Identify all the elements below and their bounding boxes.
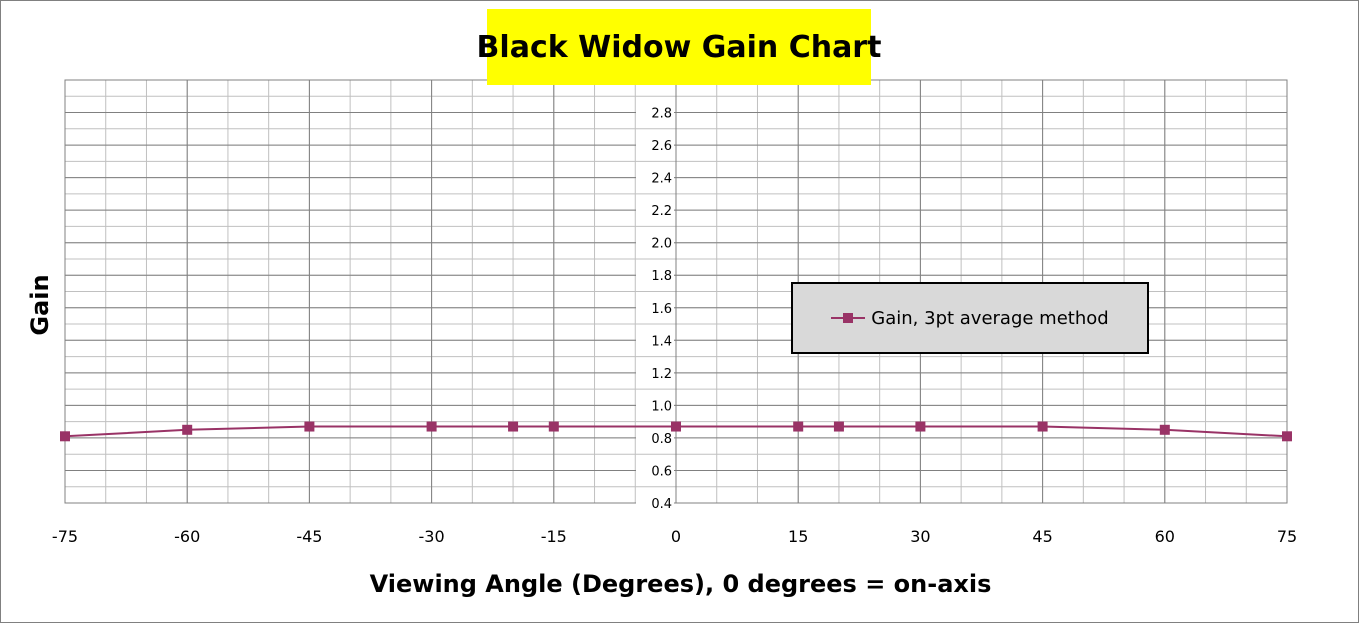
x-axis-label: Viewing Angle (Degrees), 0 degrees = on-… <box>369 570 992 598</box>
y-tick-label: 2.8 <box>651 107 672 122</box>
data-point <box>548 421 559 432</box>
x-tick-label: -60 <box>174 527 200 546</box>
y-tick-label-bg <box>636 495 674 511</box>
y-tick-label-bg <box>636 462 674 479</box>
y-tick-label: 2.6 <box>651 139 672 154</box>
y-tick-label-bg <box>636 429 674 446</box>
x-tick-label: -15 <box>541 527 567 546</box>
data-point <box>1282 431 1292 442</box>
data-point <box>508 421 519 432</box>
y-axis-label: Gain <box>26 274 54 336</box>
y-tick-label: 1.0 <box>651 399 672 414</box>
data-point <box>1037 421 1048 432</box>
data-point <box>426 421 437 432</box>
y-tick-label-bg <box>636 267 674 284</box>
y-tick-label-bg <box>636 202 674 219</box>
x-tick-label: 30 <box>910 527 930 546</box>
x-tick-label: 45 <box>1032 527 1052 546</box>
data-point <box>793 421 804 432</box>
y-tick-label: 2.0 <box>651 237 672 252</box>
y-tick-label: 1.4 <box>651 334 672 349</box>
y-tick-label: 2.2 <box>651 204 672 219</box>
y-tick-label-bg <box>636 299 674 316</box>
x-axis-ticks: -75 -60 -45 -30 -15 0 15 30 45 60 75 <box>52 527 1297 546</box>
x-tick-label: 0 <box>671 527 681 546</box>
y-tick-label: 0.8 <box>651 432 672 447</box>
y-tick-label: 1.8 <box>651 269 672 284</box>
data-point <box>915 421 926 432</box>
series-gain <box>60 421 1292 442</box>
data-point <box>1159 424 1170 435</box>
y-tick-label-bg <box>636 137 674 154</box>
legend-swatch <box>831 313 866 323</box>
y-tick-label-bg <box>636 104 674 121</box>
y-tick-label-bg <box>636 364 674 381</box>
x-tick-label: -30 <box>419 527 445 546</box>
data-point <box>833 421 844 432</box>
y-tick-label: 0.6 <box>651 464 672 479</box>
x-tick-label: -75 <box>52 527 78 546</box>
data-point <box>304 421 315 432</box>
x-tick-label: 75 <box>1277 527 1297 546</box>
y-tick-label: 0.4 <box>651 497 672 512</box>
y-tick-label-bg <box>636 169 674 186</box>
data-point <box>60 431 70 442</box>
x-tick-label: 15 <box>788 527 808 546</box>
x-tick-label: 60 <box>1155 527 1175 546</box>
y-tick-label: 1.2 <box>651 367 672 382</box>
chart-title: Black Widow Gain Chart <box>476 29 882 65</box>
y-tick-label: 1.6 <box>651 302 672 317</box>
legend: Gain, 3pt average method <box>791 282 1149 354</box>
x-tick-label: -45 <box>296 527 322 546</box>
y-tick-label-bg <box>636 234 674 251</box>
data-point <box>182 424 193 435</box>
chart-title-box: Black Widow Gain Chart <box>477 9 881 85</box>
y-tick-label-bg <box>636 397 674 414</box>
y-tick-label-bg <box>636 332 674 349</box>
data-point <box>671 421 681 432</box>
y-tick-label: 2.4 <box>651 172 672 187</box>
legend-label: Gain, 3pt average method <box>871 307 1109 329</box>
